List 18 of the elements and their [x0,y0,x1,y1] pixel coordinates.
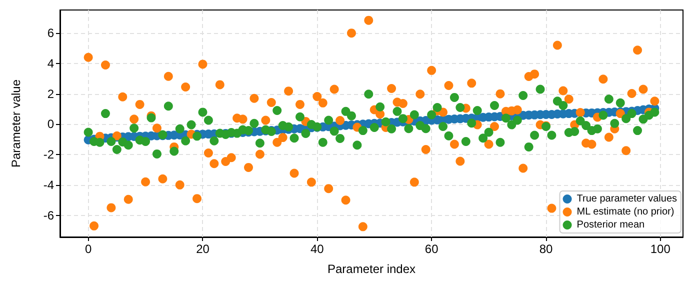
y-tick-label: 6 [47,26,54,40]
x-tick-label: 40 [310,242,324,256]
y-tick-label: -2 [43,148,54,162]
x-axis-title: Parameter index [327,262,416,276]
y-tick-label: -4 [43,178,54,192]
legend-label: ML estimate (no prior) [576,206,674,218]
x-tick-label: 100 [650,242,671,256]
x-tick-label: 0 [84,242,92,256]
x-tick-label: 20 [196,242,210,256]
y-tick-label: 0 [47,117,54,132]
x-tick-label: 60 [424,242,439,256]
y-axis-title: Parameter value [9,79,23,168]
x-tick-label: 80 [539,242,553,256]
legend-label: True parameter values [576,194,678,204]
legend-label: Posterior mean [576,220,645,230]
y-tick-label: 4 [47,56,54,70]
y-tick-label: 2 [47,86,54,101]
y-tick-label: -6 [43,208,54,222]
